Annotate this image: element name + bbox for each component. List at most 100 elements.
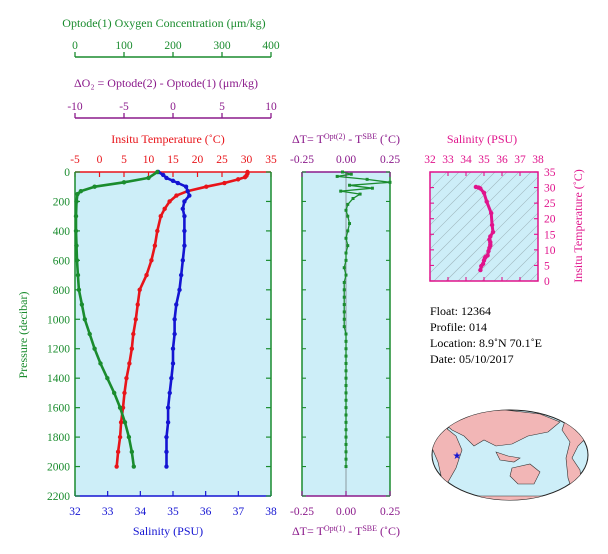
salinity-tick-label: 33	[102, 506, 114, 518]
temperature-data-point	[137, 287, 142, 293]
ts-temperature-tick-label: 35	[544, 167, 556, 179]
ts-density-contour	[517, 260, 538, 281]
oxygen-data-point	[155, 169, 160, 175]
pressure-tick-label: 1200	[47, 344, 70, 356]
salinity-tick-label: 36	[200, 506, 212, 518]
pressure-tick-label: 600	[53, 255, 71, 267]
salinity-data-point	[170, 178, 176, 184]
pressure-tick-label: 800	[53, 285, 71, 297]
dt-bottom-axis-label: ΔT= TOpt(1) - TSBE (˚C)	[292, 524, 400, 539]
temperature-tick-label: 0	[97, 154, 103, 166]
temperature-data-point	[144, 272, 149, 278]
delta-o2-tick-label: 10	[265, 101, 277, 113]
oxygen-data-point	[129, 449, 135, 455]
oxygen-data-point	[92, 346, 97, 351]
ts-temperature-axis-label: Insitu Temperature (˚C)	[571, 169, 585, 283]
salinity-tick-label: 35	[167, 506, 179, 518]
ts-data-point	[473, 184, 479, 190]
temperature-data-point	[131, 331, 136, 337]
dt-top-axis-label: ΔT= TOpt(2) - TSBE (˚C)	[292, 132, 400, 147]
oxygen-data-point	[75, 272, 81, 278]
temperature-tick-label: 30	[241, 154, 253, 166]
temperature-data-point	[204, 184, 209, 189]
oxygen-data-point	[87, 331, 92, 337]
ts-temperature-tick-label: 25	[544, 198, 556, 210]
ts-data-point	[489, 210, 494, 216]
dt-bottom-tick-label: 0.25	[380, 506, 400, 518]
ts-density-contour	[481, 224, 538, 281]
temperature-tick-label: 10	[143, 154, 155, 166]
dt-data-point	[344, 457, 348, 461]
delta-o2-tick-label: 0	[170, 101, 176, 113]
salinity-data-point	[164, 449, 169, 455]
oxygen-data-point	[126, 434, 132, 440]
dt-data-point	[348, 222, 352, 226]
temperature-data-point	[242, 174, 248, 180]
dt-data-point	[344, 413, 348, 417]
map-africa	[432, 427, 463, 483]
dt-data-point	[358, 192, 362, 196]
ts-salinity-tick-label: 38	[532, 154, 544, 166]
pressure-tick-label: 1800	[47, 432, 70, 444]
dt-top-tick-label: 0.00	[336, 154, 356, 166]
dt-data-point	[346, 229, 350, 233]
ts-salinity-axis-label: Salinity (PSU)	[447, 132, 517, 146]
salinity-profile-line	[157, 170, 191, 467]
dt-data-point	[344, 251, 348, 255]
ts-data-point	[481, 190, 487, 196]
temperature-tick-label: 15	[167, 154, 179, 166]
salinity-data-point	[185, 188, 190, 194]
temperature-data-point	[162, 206, 167, 212]
oxygen-data-point	[73, 228, 79, 234]
dt-data-point	[351, 197, 355, 201]
dt-data-point	[344, 354, 348, 358]
oxygen-data-point	[74, 199, 79, 204]
oxygen-data-point	[75, 191, 80, 197]
dt-data-point	[344, 391, 348, 395]
salinity-data-point	[172, 331, 177, 337]
map-australia	[509, 463, 541, 485]
oxygen-data-point	[79, 302, 85, 307]
salinity-data-point	[165, 405, 171, 410]
profile-number-text: Profile: 014	[430, 320, 487, 334]
dt-data-point	[342, 310, 346, 314]
dt-data-point	[344, 428, 348, 432]
temperature-data-point	[158, 213, 163, 219]
dt-data-point	[339, 189, 343, 193]
temperature-data-point	[115, 449, 121, 455]
delta-o2-tick-label: -10	[67, 101, 83, 113]
temperature-data-point	[122, 390, 127, 396]
dt-data-point	[344, 442, 348, 446]
dt-data-point	[342, 317, 346, 321]
dt-data-point	[344, 339, 348, 343]
ts-data-point	[489, 222, 495, 228]
dt-data-point	[388, 180, 392, 184]
oxygen-data-point	[146, 175, 151, 181]
dt-top-tick-label: 0.25	[380, 154, 400, 166]
salinity-data-point	[164, 175, 169, 181]
ts-salinity-tick-label: 32	[424, 154, 436, 166]
ts-density-contour	[529, 272, 538, 281]
dt-data-point	[346, 244, 350, 248]
dt-bottom-tick-label: 0.00	[336, 506, 356, 518]
world-map: ★	[431, 409, 589, 501]
dt-data-point	[344, 236, 348, 240]
salinity-data-point	[187, 193, 192, 198]
ts-temperature-tick-label: 30	[544, 183, 556, 195]
temperature-data-point	[114, 464, 119, 469]
ts-salinity-tick-label: 35	[478, 154, 490, 166]
ts-temperature-tick-label: 10	[544, 245, 556, 257]
salinity-data-point	[164, 434, 169, 440]
salinity-data-point	[180, 206, 185, 212]
pressure-tick-label: 0	[64, 167, 70, 179]
temperature-tick-label: 20	[192, 154, 204, 166]
ts-density-contour	[493, 236, 538, 281]
temperature-data-point	[135, 302, 140, 307]
ts-salinity-tick-label: 37	[514, 154, 526, 166]
pressure-axis-label: Pressure (decibar)	[16, 292, 30, 379]
dt-data-point	[344, 332, 348, 336]
salinity-tick-label: 37	[233, 506, 245, 518]
ts-density-contour	[457, 200, 538, 281]
pressure-tick-label: 2000	[47, 462, 70, 474]
dt-data-point	[346, 202, 350, 206]
